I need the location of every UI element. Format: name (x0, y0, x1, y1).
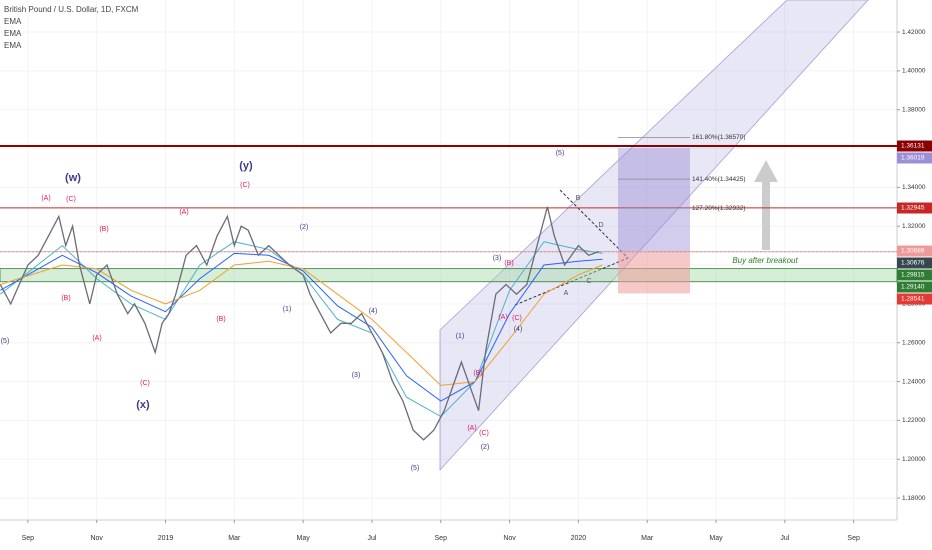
wave-label: (B) (61, 295, 70, 302)
wave-label: (2) (481, 444, 490, 451)
x-tick-label: 2019 (158, 535, 174, 542)
price-label-box (897, 269, 932, 281)
wave-label: (C) (66, 196, 76, 203)
x-tick-label: Sep (22, 535, 35, 542)
x-tick-label: 2020 (571, 535, 587, 542)
fib-label: 141.40%(1.34425) (692, 176, 746, 183)
price-label: 1.28541 (901, 296, 925, 303)
wave-label: (x) (136, 399, 150, 411)
price-label-box (897, 202, 932, 214)
wave-label: (C) (240, 182, 250, 189)
wave-label: (C) (479, 430, 489, 437)
wave-label: (3) (493, 255, 502, 262)
wave-label: (1) (283, 306, 292, 313)
wave-label: (B) (216, 316, 225, 323)
x-tick-label: May (297, 535, 311, 542)
y-tick-label: 1.38000 (902, 106, 926, 113)
wave-label: (5) (556, 150, 565, 157)
wave-label: (A) (179, 209, 188, 216)
triangle-upper (559, 189, 629, 259)
x-tick-label: Sep (847, 535, 860, 542)
channel (439, 0, 869, 472)
y-tick-label: 1.26000 (902, 339, 926, 346)
wave-label: (1) (456, 333, 465, 340)
fib-label: 127.20%(1.32932) (692, 205, 746, 212)
target-box (618, 148, 690, 252)
wave-label: (A) (467, 425, 476, 432)
y-tick-label: 1.40000 (902, 68, 926, 75)
legend-entry: EMA (4, 17, 22, 26)
y-tick-label: 1.24000 (902, 378, 926, 385)
y-tick-label: 1.34000 (902, 184, 926, 191)
x-tick-label: Nov (503, 535, 516, 542)
wave-label: (5) (1, 338, 10, 345)
wave-label: B (576, 195, 581, 202)
legend-entry: EMA (4, 41, 22, 50)
support-zone (0, 268, 898, 283)
x-tick-label: Jul (780, 535, 789, 542)
price-label-box (897, 152, 932, 164)
price-label: 1.36131 (901, 143, 925, 150)
y-tick-label: 1.18000 (902, 495, 926, 502)
wave-label: (C) (512, 315, 522, 322)
wave-label: (A) (41, 195, 50, 202)
x-tick-label: May (709, 535, 723, 542)
wave-label: D (598, 222, 603, 229)
wave-label: (4) (514, 326, 523, 333)
price-label: 1.29140 (901, 284, 925, 291)
wave-label: (A) (92, 335, 101, 342)
x-tick-label: Mar (228, 535, 241, 542)
price-label-box (897, 140, 932, 152)
ema-line (0, 252, 603, 402)
price-label-box (897, 245, 932, 257)
price-label: 1.32945 (901, 205, 925, 212)
ema-line (0, 260, 603, 386)
y-tick-label: 1.32000 (902, 223, 926, 230)
wave-label: (y) (239, 160, 253, 172)
ema-line (0, 241, 603, 418)
wave-label: C (586, 278, 591, 285)
x-tick-label: Mar (641, 535, 654, 542)
chart-title: British Pound / U.S. Dollar, 1D, FXCM (4, 5, 139, 14)
price-label: 1.36019 (901, 155, 925, 162)
wave-label: (5) (411, 465, 420, 472)
x-tick-label: Sep (435, 535, 448, 542)
wave-label: (C) (140, 380, 150, 387)
legend-entry: EMA (4, 29, 22, 38)
wave-label: (B) (504, 260, 513, 267)
price-label: 1.29815 (901, 272, 925, 279)
stop-box (618, 251, 690, 294)
price-label-box (897, 293, 932, 305)
price-label: 1.30689 (901, 248, 925, 255)
price-label-box (897, 281, 932, 293)
fib-label: 161.80%(1.36570) (692, 134, 746, 141)
price-label: 1.30676 (901, 260, 925, 267)
y-tick-label: 1.22000 (902, 417, 926, 424)
annotation: Buy after breakout (732, 256, 798, 265)
y-tick-label: 1.42000 (902, 29, 926, 36)
x-tick-label: Jul (367, 535, 376, 542)
wave-label: (4) (369, 308, 378, 315)
wave-label: (B) (473, 370, 482, 377)
wave-label: (w) (65, 172, 81, 184)
wave-label: (A) (498, 314, 507, 321)
wave-label: (B) (99, 226, 108, 233)
y-tick-label: 1.20000 (902, 456, 926, 463)
up-arrow (754, 160, 778, 250)
wave-label: (2) (300, 224, 309, 231)
price-label-box (897, 257, 932, 269)
x-tick-label: Nov (90, 535, 103, 542)
wave-label: (3) (352, 372, 361, 379)
wave-label: A (564, 290, 569, 297)
price-line (0, 206, 600, 441)
